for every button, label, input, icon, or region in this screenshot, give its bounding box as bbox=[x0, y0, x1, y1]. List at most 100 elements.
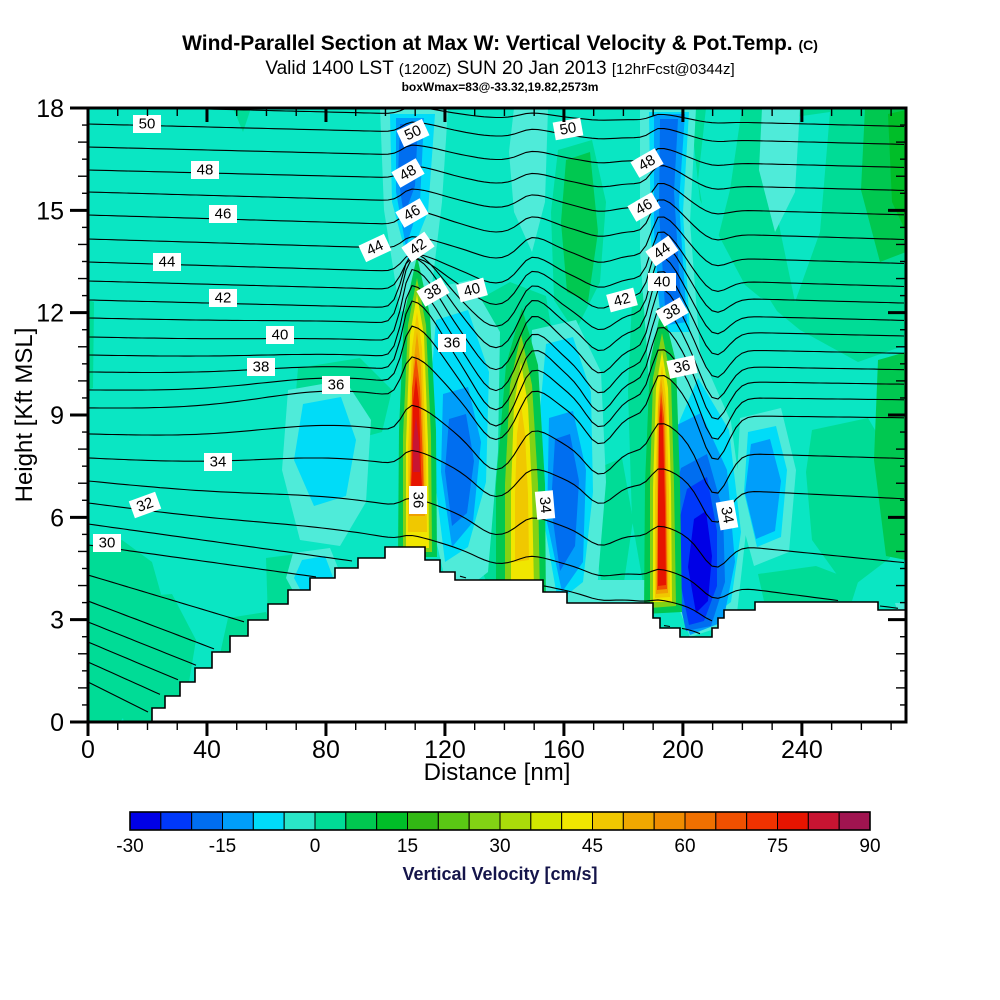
colorbar-cell bbox=[191, 811, 224, 831]
contour-label: 42 bbox=[209, 289, 237, 307]
x-tick-label: 240 bbox=[781, 736, 823, 764]
isentrope-line bbox=[459, 575, 467, 579]
contour-label: 34 bbox=[534, 490, 556, 520]
contour-label: 50 bbox=[552, 117, 584, 141]
contour-label-box bbox=[395, 198, 429, 228]
contour-label: 38 bbox=[655, 297, 689, 327]
isentrope-line bbox=[88, 216, 905, 267]
x-tick-label: 80 bbox=[312, 736, 340, 764]
contour-label-value: 42 bbox=[406, 235, 429, 258]
contour-label: 44 bbox=[153, 253, 181, 271]
w-region bbox=[874, 352, 906, 560]
valid-time: Valid 1400 LST bbox=[265, 58, 394, 79]
colorbar-tick-label: 0 bbox=[310, 836, 321, 857]
contour-label-box bbox=[204, 453, 232, 471]
colorbar-tick-label: 90 bbox=[859, 836, 880, 857]
contour-label-value: 48 bbox=[636, 151, 659, 174]
contour-label: 40 bbox=[648, 273, 676, 291]
contour-label-value: 32 bbox=[134, 494, 155, 516]
y-tick-label: 0 bbox=[50, 709, 64, 737]
contour-label-box bbox=[666, 355, 698, 379]
zulu-time: (1200Z) bbox=[398, 61, 452, 78]
contour-label: 46 bbox=[395, 198, 429, 228]
colorbar-tick-label: -15 bbox=[209, 836, 236, 857]
contour-label-value: 50 bbox=[139, 116, 156, 133]
colorbar-cell bbox=[622, 811, 655, 831]
colorbar-cell bbox=[715, 811, 748, 831]
contour-label-box bbox=[606, 287, 638, 313]
page-title: Wind-Parallel Section at Max W: Vertical… bbox=[0, 32, 1000, 56]
colorbar-cell bbox=[592, 811, 624, 831]
colorbar-cell bbox=[777, 811, 809, 831]
contour-label-box bbox=[247, 358, 275, 376]
isentrope-line bbox=[88, 574, 245, 623]
isentrope-contours bbox=[88, 108, 905, 713]
isentrope-line bbox=[88, 183, 905, 216]
x-tick-label: 120 bbox=[424, 736, 466, 764]
w-region bbox=[108, 594, 196, 722]
contour-label: 36 bbox=[409, 486, 427, 514]
contour-label-box bbox=[209, 205, 237, 223]
contour-label: 42 bbox=[606, 287, 638, 313]
w-region bbox=[515, 404, 529, 562]
colorbar-tick-label: 75 bbox=[767, 836, 788, 857]
contour-label-value: 38 bbox=[661, 300, 684, 323]
colorbar-cell bbox=[252, 811, 285, 831]
colorbar-cell bbox=[345, 811, 378, 831]
colorbar-cell bbox=[468, 811, 501, 831]
w-region bbox=[698, 282, 822, 422]
contour-label: 50 bbox=[396, 118, 430, 148]
contour-label-box bbox=[715, 499, 739, 531]
y-tick-label: 6 bbox=[50, 504, 64, 532]
contour-label-box bbox=[534, 490, 556, 520]
contour-label-value: 34 bbox=[536, 496, 554, 514]
wmax-info-line: boxWmax=83@-33.32,19.82,2573m bbox=[401, 80, 599, 94]
terrain-silhouette bbox=[151, 546, 906, 722]
isentrope-line bbox=[88, 621, 197, 666]
isentrope-line bbox=[681, 627, 701, 635]
contour-label: 36 bbox=[666, 355, 698, 379]
contour-label-box bbox=[630, 148, 664, 178]
isentrope-line bbox=[88, 242, 905, 313]
colorbar-cell bbox=[160, 811, 193, 831]
valid-date: SUN 20 Jan 2013 bbox=[456, 58, 607, 79]
isentrope-line bbox=[88, 165, 905, 191]
colorbar-tick-label: 60 bbox=[674, 836, 695, 857]
isentrope-line bbox=[88, 121, 905, 145]
w-region bbox=[658, 403, 666, 586]
title-units: (C) bbox=[798, 37, 818, 53]
contour-label: 38 bbox=[247, 358, 275, 376]
colorbar-cell bbox=[530, 811, 563, 831]
contour-label-value: 50 bbox=[402, 122, 424, 144]
contour-label-box bbox=[153, 253, 181, 271]
isentrope-line bbox=[88, 257, 905, 356]
contour-label: 36 bbox=[322, 376, 350, 394]
colorbar-cell bbox=[746, 811, 779, 831]
w-region bbox=[88, 558, 99, 722]
w-region bbox=[888, 110, 906, 232]
contour-label-value: 44 bbox=[159, 254, 176, 271]
contour-label: 44 bbox=[645, 235, 679, 267]
contour-label-value: 34 bbox=[717, 505, 737, 524]
x-axis-title: Distance [nm] bbox=[424, 759, 571, 786]
colorbar-cell bbox=[314, 811, 347, 831]
w-region bbox=[745, 439, 781, 539]
isentrope-line bbox=[88, 641, 179, 681]
y-tick-label: 18 bbox=[36, 95, 64, 123]
y-tick-label: 3 bbox=[50, 607, 64, 635]
contour-label-box bbox=[409, 486, 427, 514]
contour-label: 46 bbox=[209, 205, 237, 223]
contour-label-box bbox=[391, 158, 425, 188]
contour-label-box bbox=[416, 277, 450, 307]
contour-label-value: 40 bbox=[272, 327, 289, 344]
isentrope-line bbox=[88, 681, 149, 713]
isentrope-line bbox=[88, 404, 905, 494]
contour-label-value: 36 bbox=[410, 492, 427, 509]
contour-label-value: 48 bbox=[197, 162, 214, 179]
isentrope-line bbox=[88, 231, 905, 292]
colorbar-frame bbox=[129, 811, 871, 831]
